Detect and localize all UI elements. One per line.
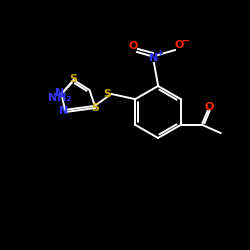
- Text: S: S: [70, 74, 78, 84]
- Text: −: −: [182, 36, 190, 46]
- Text: S: S: [104, 89, 112, 99]
- Text: S: S: [92, 103, 100, 113]
- Text: O: O: [205, 102, 214, 112]
- Text: +: +: [156, 48, 164, 58]
- Text: O: O: [128, 41, 138, 51]
- Text: O: O: [174, 40, 184, 50]
- Text: NH₂: NH₂: [48, 93, 71, 103]
- Text: N: N: [150, 53, 159, 63]
- Text: N: N: [55, 88, 64, 98]
- Text: N: N: [59, 106, 68, 116]
